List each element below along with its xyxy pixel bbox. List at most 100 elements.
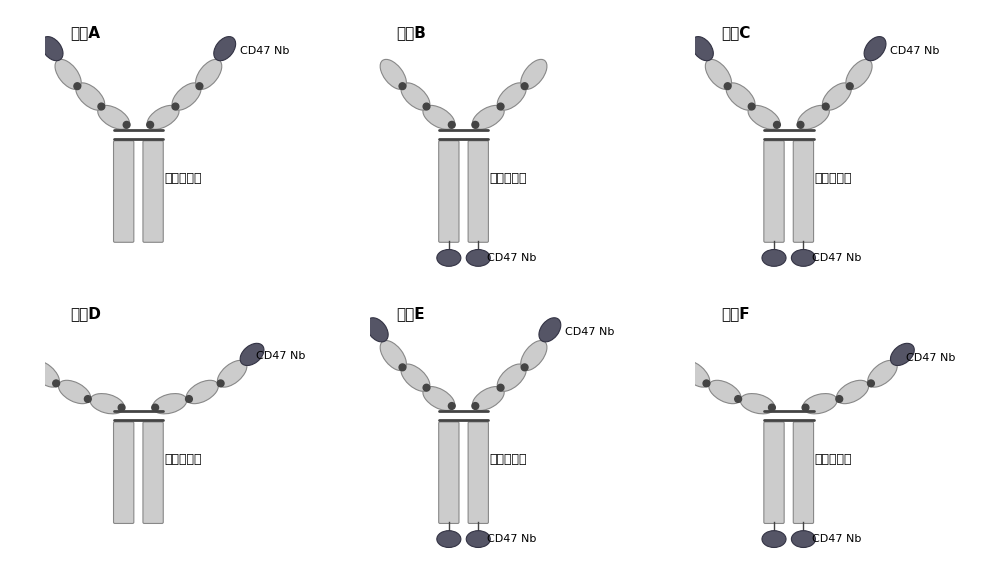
Ellipse shape <box>214 36 236 61</box>
Ellipse shape <box>98 105 130 129</box>
Ellipse shape <box>762 250 786 266</box>
Text: 利妄普单抗: 利妄普单抗 <box>815 453 852 466</box>
Ellipse shape <box>437 531 461 547</box>
FancyBboxPatch shape <box>793 141 814 242</box>
Circle shape <box>172 103 179 110</box>
Circle shape <box>448 402 455 409</box>
Text: CD47 Nb: CD47 Nb <box>256 351 305 361</box>
Text: CD47 Nb: CD47 Nb <box>240 46 289 56</box>
Ellipse shape <box>803 393 837 414</box>
Ellipse shape <box>836 380 869 404</box>
Ellipse shape <box>366 317 388 342</box>
Ellipse shape <box>240 343 264 365</box>
Circle shape <box>497 103 504 110</box>
Circle shape <box>123 121 130 128</box>
Circle shape <box>868 380 874 387</box>
Circle shape <box>724 83 731 89</box>
Circle shape <box>423 384 430 391</box>
Circle shape <box>802 404 809 411</box>
Text: CD47 Nb: CD47 Nb <box>812 534 862 544</box>
Ellipse shape <box>726 83 755 110</box>
Text: 利妄普单抗: 利妄普单抗 <box>490 453 527 466</box>
Text: 利妄普单抗: 利妄普单抗 <box>490 172 527 185</box>
Circle shape <box>399 83 406 89</box>
Text: 利妄普单抗: 利妄普单抗 <box>164 172 202 185</box>
Ellipse shape <box>822 83 851 110</box>
Circle shape <box>497 384 504 391</box>
Ellipse shape <box>30 360 59 387</box>
Text: 利妄普单抗: 利妄普单抗 <box>164 453 202 466</box>
Ellipse shape <box>740 393 775 414</box>
Circle shape <box>822 103 829 110</box>
Ellipse shape <box>497 83 526 110</box>
FancyBboxPatch shape <box>114 422 134 523</box>
Circle shape <box>748 103 755 110</box>
Text: 利妄普单抗: 利妄普单抗 <box>815 172 852 185</box>
Ellipse shape <box>186 380 218 404</box>
Ellipse shape <box>539 317 561 342</box>
Ellipse shape <box>172 83 201 110</box>
Circle shape <box>118 404 125 411</box>
Circle shape <box>472 402 479 409</box>
Circle shape <box>735 396 742 402</box>
Ellipse shape <box>401 364 430 392</box>
Ellipse shape <box>466 531 490 547</box>
Circle shape <box>769 404 775 411</box>
Circle shape <box>521 364 528 370</box>
Ellipse shape <box>472 386 504 410</box>
Circle shape <box>53 380 60 387</box>
Ellipse shape <box>680 360 710 387</box>
Text: CD47 Nb: CD47 Nb <box>565 327 614 337</box>
Circle shape <box>217 380 224 387</box>
Ellipse shape <box>691 36 713 61</box>
Text: 双抗F: 双抗F <box>721 306 750 321</box>
Ellipse shape <box>152 393 187 414</box>
Text: 双抗A: 双抗A <box>71 25 101 40</box>
Ellipse shape <box>380 59 406 89</box>
Ellipse shape <box>748 105 780 129</box>
Ellipse shape <box>521 59 547 89</box>
Ellipse shape <box>41 36 63 61</box>
Ellipse shape <box>196 59 222 89</box>
Text: 双抗E: 双抗E <box>396 306 424 321</box>
Ellipse shape <box>497 364 526 392</box>
Ellipse shape <box>472 105 504 129</box>
Circle shape <box>521 83 528 89</box>
Circle shape <box>448 121 455 128</box>
FancyBboxPatch shape <box>143 422 163 523</box>
Ellipse shape <box>791 250 815 266</box>
FancyBboxPatch shape <box>764 141 784 242</box>
Circle shape <box>152 404 159 411</box>
Ellipse shape <box>868 360 897 387</box>
FancyBboxPatch shape <box>439 141 459 242</box>
Circle shape <box>797 121 804 128</box>
Circle shape <box>98 103 105 110</box>
Text: CD47 Nb: CD47 Nb <box>487 534 536 544</box>
Ellipse shape <box>380 340 406 370</box>
Circle shape <box>423 103 430 110</box>
Ellipse shape <box>147 105 179 129</box>
Text: 双抗D: 双抗D <box>71 306 102 321</box>
Ellipse shape <box>890 343 914 365</box>
Ellipse shape <box>401 83 430 110</box>
Circle shape <box>472 121 479 128</box>
Ellipse shape <box>798 105 829 129</box>
Circle shape <box>84 396 91 402</box>
FancyBboxPatch shape <box>114 141 134 242</box>
Ellipse shape <box>423 105 455 129</box>
Circle shape <box>703 380 710 387</box>
FancyBboxPatch shape <box>143 141 163 242</box>
Text: CD47 Nb: CD47 Nb <box>890 46 940 56</box>
Circle shape <box>74 83 81 89</box>
Ellipse shape <box>217 360 247 387</box>
Ellipse shape <box>521 340 547 370</box>
FancyBboxPatch shape <box>439 422 459 523</box>
Text: CD47 Nb: CD47 Nb <box>906 353 955 363</box>
Ellipse shape <box>663 343 687 365</box>
Text: 双抗C: 双抗C <box>721 25 750 40</box>
Ellipse shape <box>13 343 37 365</box>
Text: 双抗B: 双抗B <box>396 25 426 40</box>
Text: CD47 Nb: CD47 Nb <box>812 253 862 263</box>
Ellipse shape <box>76 83 105 110</box>
Ellipse shape <box>791 531 815 547</box>
